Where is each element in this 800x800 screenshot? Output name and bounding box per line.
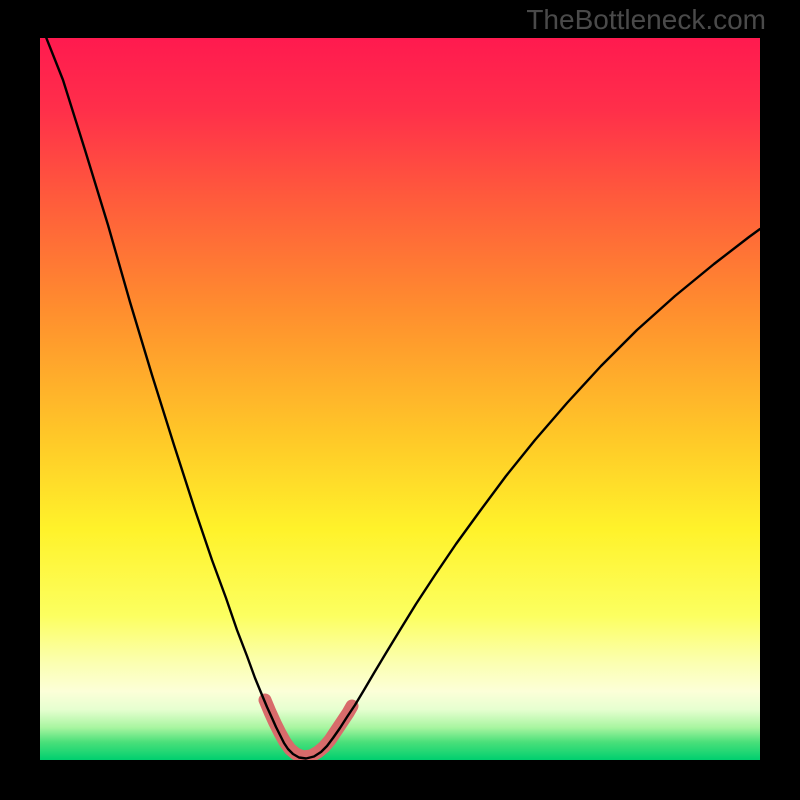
watermark-text: TheBottleneck.com [526, 4, 766, 36]
bottleneck-chart [0, 0, 800, 800]
plot-gradient-background [40, 38, 760, 760]
